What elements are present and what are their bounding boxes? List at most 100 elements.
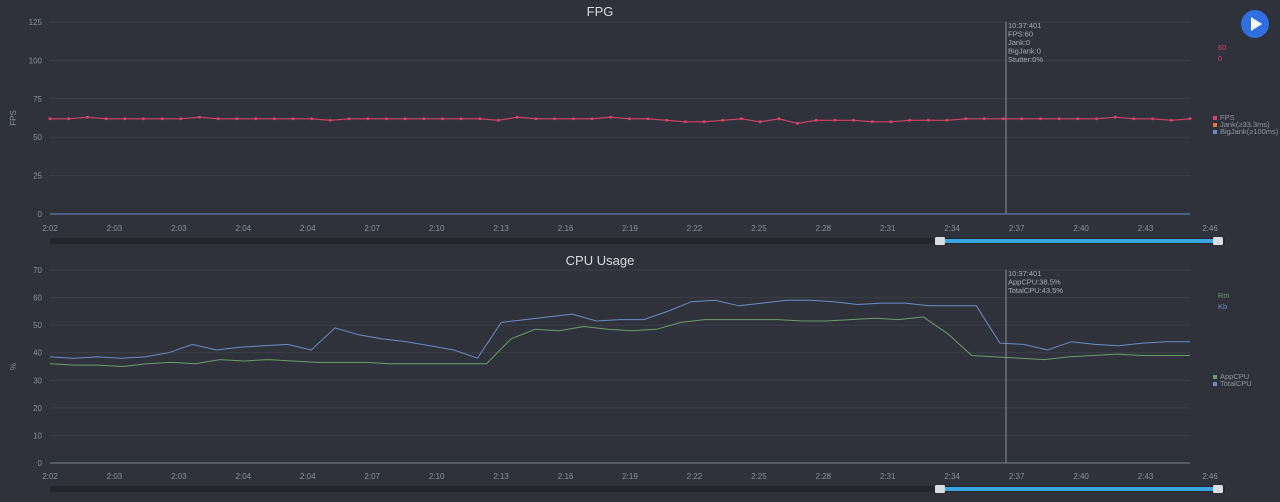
chart1-data-point bbox=[1169, 118, 1173, 122]
chart1-x-tick-label: 2:04 bbox=[300, 224, 316, 233]
chart2-y-tick-label: 40 bbox=[33, 349, 42, 358]
chart2-y-tick-label: 10 bbox=[33, 431, 42, 440]
chart2-x-tick-label: 2:40 bbox=[1073, 472, 1089, 481]
chart1-data-point bbox=[1188, 117, 1192, 121]
chart1-data-point bbox=[590, 117, 594, 121]
chart1-data-point bbox=[646, 117, 650, 121]
chart1-data-point bbox=[254, 117, 258, 121]
chart2-x-tick-label: 2:19 bbox=[622, 472, 638, 481]
chart1-data-point bbox=[683, 120, 687, 124]
chart2-legend-swatch bbox=[1213, 375, 1217, 379]
chart1-data-point bbox=[1095, 117, 1099, 121]
chart1-data-point bbox=[403, 117, 407, 121]
chart1-data-point bbox=[160, 117, 164, 121]
chart1-data-point bbox=[272, 117, 276, 121]
chart1-data-point bbox=[627, 117, 631, 121]
chart1-x-tick-label: 2:10 bbox=[429, 224, 445, 233]
chart1-x-tick-label: 2:04 bbox=[236, 224, 252, 233]
chart2-x-tick-label: 2:31 bbox=[880, 472, 896, 481]
chart2-y-tick-label: 70 bbox=[33, 266, 42, 275]
chart1-data-point bbox=[1020, 117, 1024, 121]
chart1-data-point bbox=[926, 118, 930, 122]
chart2-range-slider-handle-left[interactable] bbox=[935, 485, 945, 493]
play-icon bbox=[1251, 17, 1262, 31]
chart1-x-tick-label: 2:03 bbox=[107, 224, 123, 233]
chart1-y-tick-label: 25 bbox=[33, 172, 42, 181]
chart1-data-point bbox=[1076, 117, 1080, 121]
chart1-tooltip-line: Stutter:0% bbox=[1008, 55, 1043, 64]
chart1-data-point bbox=[478, 117, 482, 121]
chart2-legend-label: AppCPU bbox=[1220, 372, 1249, 381]
chart2-x-tick-label: 2:43 bbox=[1138, 472, 1154, 481]
chart1-x-tick-label: 2:19 bbox=[622, 224, 638, 233]
chart1-data-point bbox=[870, 120, 874, 124]
chart1-data-point bbox=[104, 117, 108, 121]
chart2-range-slider-track[interactable] bbox=[50, 486, 1225, 492]
chart1-data-point bbox=[67, 117, 71, 121]
chart1-data-point bbox=[328, 118, 332, 122]
chart2-y-tick-label: 60 bbox=[33, 294, 42, 303]
chart1-range-slider-handle-left[interactable] bbox=[935, 237, 945, 245]
chart1-data-point bbox=[291, 117, 295, 121]
chart1-tooltip-line: BigJank:0 bbox=[1008, 47, 1041, 56]
chart2-x-tick-label: 2:37 bbox=[1009, 472, 1025, 481]
chart1-data-point bbox=[777, 117, 781, 121]
chart1-x-tick-label: 2:43 bbox=[1138, 224, 1154, 233]
play-button[interactable] bbox=[1241, 10, 1269, 38]
chart2-x-tick-label: 2:22 bbox=[687, 472, 703, 481]
chart1-data-point bbox=[422, 117, 426, 121]
chart1-y-tick-label: 0 bbox=[38, 210, 43, 219]
chart2-x-tick-label: 2:10 bbox=[429, 472, 445, 481]
chart1-data-point bbox=[571, 117, 575, 121]
chart1-range-slider-track[interactable] bbox=[50, 238, 1225, 244]
chart1-x-tick-label: 2:46 bbox=[1202, 224, 1218, 233]
chart2-x-tick-label: 2:28 bbox=[816, 472, 832, 481]
chart1-right-value: 60 bbox=[1218, 43, 1226, 52]
chart1-x-tick-label: 2:16 bbox=[558, 224, 574, 233]
chart1-data-point bbox=[1151, 117, 1155, 121]
chart1-data-point bbox=[796, 121, 799, 125]
chart1-y-tick-label: 100 bbox=[29, 56, 43, 65]
chart1-x-tick-label: 2:22 bbox=[687, 224, 703, 233]
chart1-x-tick-label: 2:34 bbox=[944, 224, 960, 233]
chart1-data-point bbox=[964, 117, 968, 121]
chart1-tooltip-line: Jank:0 bbox=[1008, 38, 1030, 47]
chart1-data-point bbox=[1001, 117, 1005, 121]
chart2-series-appcpu-line bbox=[49, 316, 1190, 368]
chart2-series-totalcpu-line bbox=[49, 299, 1190, 359]
chart2-range-slider-fill[interactable] bbox=[944, 487, 1215, 491]
chart1-data-point bbox=[1039, 117, 1042, 121]
chart1-data-point bbox=[982, 117, 986, 121]
chart2-x-tick-label: 2:04 bbox=[236, 472, 252, 481]
chart1-range-slider-fill[interactable] bbox=[944, 239, 1215, 243]
chart1-data-point bbox=[366, 117, 370, 121]
chart1-data-point bbox=[179, 117, 183, 121]
chart1-data-point bbox=[1057, 117, 1061, 121]
chart2-range-slider-handle-right[interactable] bbox=[1213, 485, 1223, 493]
chart1-x-tick-label: 2:40 bbox=[1073, 224, 1089, 233]
chart1-data-point bbox=[85, 115, 89, 119]
chart2-tooltip-line: AppCPU:38.5% bbox=[1008, 278, 1061, 287]
chart2-tooltip-line: 10:37:401 bbox=[1008, 269, 1041, 278]
chart1-data-point bbox=[665, 118, 669, 122]
chart1-data-point bbox=[216, 117, 220, 121]
chart1-data-point bbox=[702, 120, 706, 124]
chart1-title: FPG bbox=[587, 4, 614, 19]
chart1-tooltip-line: 10:37:401 bbox=[1008, 21, 1041, 30]
chart1-legend-label: FPS bbox=[1220, 113, 1235, 122]
chart1-y-tick-label: 75 bbox=[33, 95, 42, 104]
chart1-legend-swatch bbox=[1213, 116, 1217, 120]
chart1-data-point bbox=[198, 115, 201, 119]
chart1-data-point bbox=[347, 117, 351, 121]
chart2-y-tick-label: 50 bbox=[33, 321, 42, 330]
chart1-data-point bbox=[889, 120, 893, 124]
chart1-x-tick-label: 2:37 bbox=[1009, 224, 1025, 233]
chart1-y-axis-label: FPS bbox=[9, 110, 18, 126]
chart1-data-point bbox=[740, 117, 743, 121]
chart1-data-point bbox=[1132, 117, 1136, 121]
chart1-data-point bbox=[1113, 115, 1117, 119]
chart1-data-point bbox=[384, 117, 388, 121]
chart1-data-point bbox=[141, 117, 145, 121]
chart1-range-slider-handle-right[interactable] bbox=[1213, 237, 1223, 245]
chart2-legend-swatch bbox=[1213, 382, 1217, 386]
